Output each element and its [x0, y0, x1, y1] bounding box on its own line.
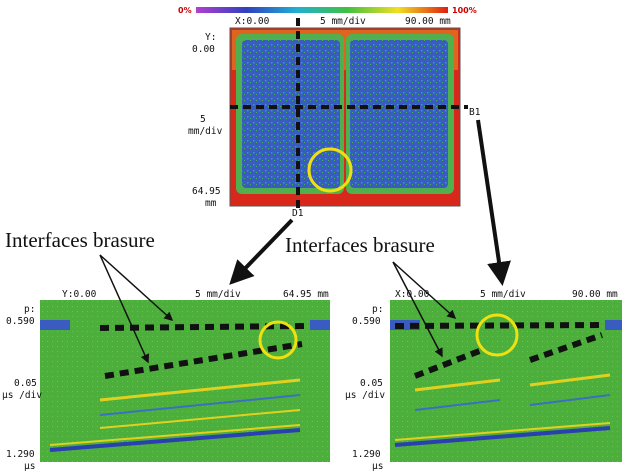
h-start: Y:0.00: [62, 289, 97, 300]
bscan: [390, 300, 622, 462]
t-scale-unit: µs /div: [345, 390, 385, 401]
y-name: Y:: [205, 32, 216, 43]
cut-d: D1: [292, 208, 304, 219]
t-scale-value: 0.05: [14, 378, 37, 389]
y-end-unit: mm: [205, 198, 217, 209]
h-scale: 5 mm/div: [195, 289, 241, 300]
arrow: [476, 119, 511, 286]
p-start: 0.590: [352, 316, 381, 327]
x-start: X:0.00: [235, 16, 270, 27]
p-name: p:: [372, 304, 383, 315]
p-start: 0.590: [6, 316, 35, 327]
t-end-unit: µs: [24, 461, 35, 472]
y-scale-value: 5: [200, 114, 206, 125]
h-start: X:0.00: [395, 289, 430, 300]
bscan: [40, 300, 330, 462]
colorbar-min: 0%: [178, 6, 192, 15]
t-end-unit: µs: [372, 461, 383, 472]
y-end: 64.95: [192, 186, 221, 197]
y-start: 0.00: [192, 44, 215, 55]
arrow: [229, 218, 294, 285]
t-end: 1.290: [6, 449, 35, 460]
t-end: 1.290: [352, 449, 381, 460]
h-scale: 5 mm/div: [480, 289, 526, 300]
p-name: p:: [24, 304, 35, 315]
x-scale: 5 mm/div: [320, 16, 366, 27]
x-end: 90.00 mm: [405, 16, 451, 27]
annotation: Interfaces brasure: [5, 228, 155, 252]
colorbar-max: 100%: [452, 6, 477, 15]
h-end: 64.95 mm: [283, 289, 329, 300]
t-scale-unit: µs /div: [2, 390, 42, 401]
y-scale-unit: mm/div: [188, 126, 223, 137]
cut-b: B1: [469, 107, 481, 118]
h-end: 90.00 mm: [572, 289, 618, 300]
annotation: Interfaces brasure: [285, 233, 435, 257]
pointer-arrows: [99, 254, 457, 364]
colorbar: [196, 7, 448, 13]
cscan: [229, 18, 468, 208]
t-scale-value: 0.05: [360, 378, 383, 389]
